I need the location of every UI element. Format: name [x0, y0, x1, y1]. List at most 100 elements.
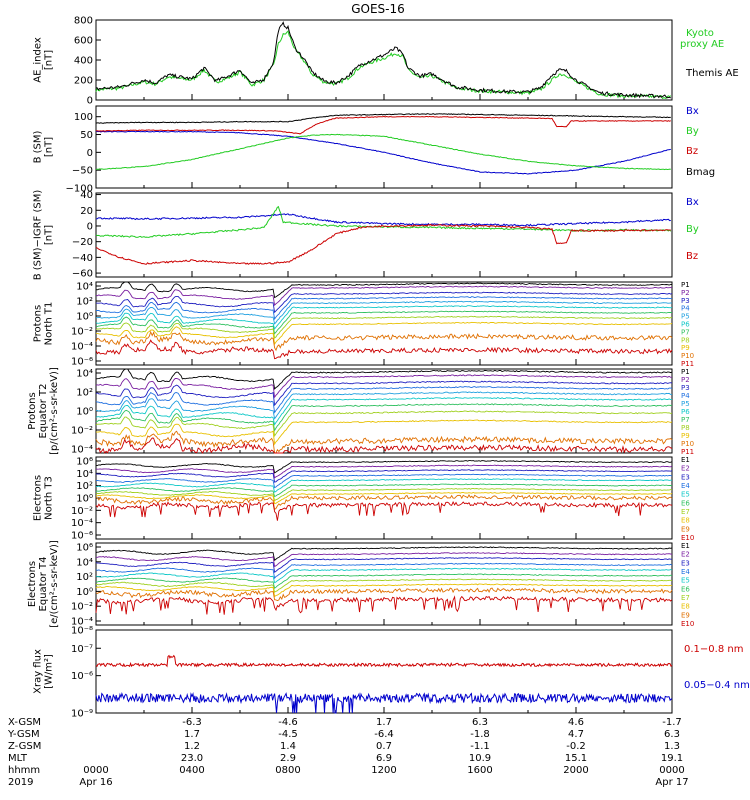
- channel-line-p2: [95, 285, 673, 307]
- y-tick-label: 10⁴: [76, 369, 93, 380]
- channel-line-e3: [95, 469, 673, 483]
- channel-line-e9: [95, 493, 673, 511]
- y-axis-label: B (SM)[nT]: [33, 130, 55, 163]
- series-line-bx: [95, 213, 671, 227]
- channel-line-e9: [95, 587, 673, 602]
- channel-line-p4: [95, 386, 673, 414]
- y-tick-label: 10⁻²: [71, 506, 93, 517]
- channel-label: E3: [681, 473, 690, 481]
- channel-line-e5: [95, 478, 672, 493]
- panel-frame: [95, 19, 673, 101]
- footer-value: -4.6: [278, 717, 298, 728]
- channel-line-e1: [95, 460, 673, 474]
- channel-line-e1: [95, 546, 673, 562]
- footer-value: 6.9: [376, 753, 392, 764]
- channel-label: P8: [681, 424, 690, 432]
- footer-value: 6.3: [472, 717, 488, 728]
- y-tick-label: 10⁶: [76, 457, 93, 468]
- channel-line-p6: [95, 396, 672, 426]
- channel-label: E9: [681, 525, 690, 533]
- legend-label: Bx: [686, 106, 699, 117]
- channel-line-p7: [95, 310, 673, 335]
- channel-line-p4: [96, 296, 672, 321]
- y-tick-label: 40: [80, 190, 93, 201]
- channel-label: P6: [681, 321, 690, 329]
- channel-label: E10: [681, 534, 694, 542]
- y-tick-label: 10⁻⁶: [71, 357, 93, 368]
- figure-title: GOES-16: [351, 2, 405, 16]
- channel-line-p9: [95, 419, 673, 446]
- y-tick-label: 10⁻²: [71, 327, 93, 338]
- series-line-by: [95, 205, 672, 238]
- footer-value: 23.0: [181, 753, 203, 764]
- footer-value: 0.7: [376, 741, 392, 752]
- footer-value: 1.4: [280, 741, 296, 752]
- channel-label: P9: [681, 344, 690, 352]
- legend-label: 0.05−0.4 nm: [684, 680, 750, 691]
- channel-line-p5: [95, 300, 673, 325]
- y-axis-label: B (SM)−IGRF (SM)[nT]: [33, 190, 55, 281]
- channel-label: E4: [681, 568, 690, 576]
- series-line-bz: [95, 115, 671, 135]
- channel-line-e7: [95, 488, 673, 502]
- y-tick-label: 0: [87, 148, 93, 159]
- y-tick-label: 200: [74, 76, 93, 87]
- y-axis-label: AE_index[nT]: [33, 37, 55, 83]
- footer-value: -1.8: [470, 729, 490, 740]
- footer-value: 1.7: [376, 717, 392, 728]
- channel-line-e8: [96, 492, 673, 505]
- channel-line-e4: [95, 562, 673, 580]
- y-tick-label: 20: [80, 206, 93, 217]
- series-line-bz: [95, 223, 671, 265]
- channel-line-p3: [95, 380, 673, 407]
- footer-row-label: MLT: [8, 753, 28, 764]
- channel-label: P10: [681, 352, 694, 360]
- y-tick-label: 0: [87, 96, 93, 107]
- legend-label: By: [686, 224, 699, 235]
- y-tick-label: 10⁶: [76, 543, 93, 554]
- y-tick-label: 10⁻⁶: [71, 671, 93, 682]
- channel-label: P3: [681, 384, 690, 392]
- channel-label: P11: [681, 360, 694, 368]
- channel-line-p3: [95, 291, 673, 314]
- channel-label: E5: [681, 491, 690, 499]
- footer-value: 1200: [371, 765, 396, 776]
- footer-value: -6.4: [374, 729, 394, 740]
- channel-line-p6: [95, 305, 673, 330]
- legend-label: Kyoto proxy AE: [680, 28, 724, 50]
- footer-value: 0800: [275, 765, 300, 776]
- channel-line-p9: [95, 321, 673, 346]
- channel-line-p8: [95, 315, 673, 339]
- y-tick-label: 10⁻⁹: [71, 709, 93, 720]
- footer-value: 1.2: [184, 741, 200, 752]
- channel-line-p2: [95, 374, 673, 399]
- y-tick-label: 600: [74, 36, 93, 47]
- y-tick-label: 10²: [76, 297, 93, 308]
- footer-row-label: Z-GSM: [8, 741, 41, 752]
- xray-line-1: [95, 691, 673, 714]
- y-tick-label: 0: [87, 221, 93, 232]
- footer-row-label: X-GSM: [8, 717, 41, 728]
- channel-line-e3: [95, 557, 672, 573]
- panel-electrons-equator: 10⁶ 10⁴ 10² 10⁰ 10⁻² 10⁻⁴ ElectronsEquator T4[…: [27, 540, 694, 628]
- y-tick-label: 10²: [76, 388, 93, 399]
- footer-value: 19.1: [661, 753, 683, 764]
- channel-label: P11: [681, 448, 694, 456]
- channel-line-e4: [95, 473, 673, 489]
- series-line-kyoto-proxy-ae: [95, 30, 672, 100]
- panel-ae: 0 200 400 600 800 AE_index[nT] Kyoto proxy AE Th…: [33, 16, 739, 107]
- channel-line-e2: [95, 464, 673, 479]
- y-tick-label: 400: [74, 56, 93, 67]
- channel-line-p5: [95, 391, 672, 420]
- channel-label: E6: [681, 499, 690, 507]
- channel-line-p1: [95, 368, 673, 390]
- y-tick-label: 10⁻⁴: [71, 342, 93, 353]
- channel-label: E1: [681, 542, 690, 550]
- y-tick-label: 10²: [76, 572, 93, 583]
- footer-value: 2.9: [280, 753, 296, 764]
- y-tick-label: −100: [66, 184, 93, 195]
- footer-row-label: hhmm: [8, 765, 40, 776]
- legend-label: Bz: [686, 146, 698, 157]
